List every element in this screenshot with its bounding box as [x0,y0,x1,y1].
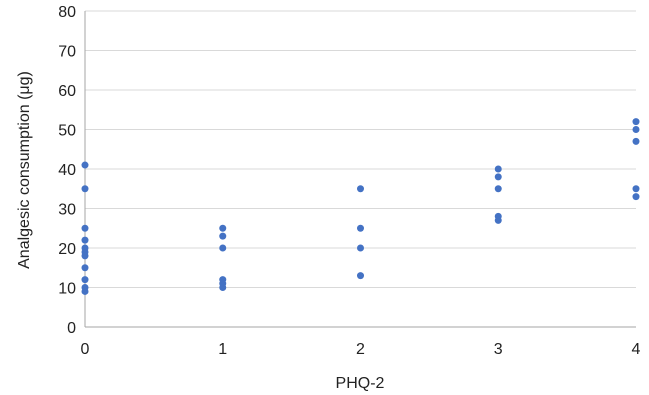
y-axis-title: Analgesic consumption (μg) [16,71,33,269]
data-point [81,185,89,193]
x-tick-label: 2 [356,341,365,358]
data-point [494,173,502,181]
data-point [219,224,227,232]
x-tick-label: 0 [81,341,90,358]
tick-labels: 0 10 20 30 40 50 60 70 80 0 1 2 3 4 [58,4,640,358]
data-point [494,216,502,224]
data-point [81,224,89,232]
data-point [219,232,227,240]
data-point [81,276,89,284]
axes [84,11,636,328]
y-tick-label: 70 [58,44,76,61]
data-point [357,224,364,232]
x-tick-label: 1 [218,341,227,358]
y-tick-label: 20 [58,241,76,258]
x-tick-label: 3 [494,341,503,358]
data-point [81,252,89,260]
gridlines [85,10,636,288]
y-tick-label: 60 [58,83,76,100]
data-point [357,244,364,252]
y-tick-label: 80 [58,4,76,21]
data-point [632,193,640,201]
y-tick-label: 50 [58,123,76,140]
data-point [81,264,89,272]
x-tick-label: 4 [632,341,641,358]
y-tick-label: 0 [67,320,76,337]
data-point [357,185,364,193]
data-point [219,244,227,252]
y-tick-label: 40 [58,162,76,179]
data-point [632,126,640,133]
data-point [81,161,89,169]
data-point [632,137,640,145]
data-point [632,118,640,126]
data-points [81,118,640,295]
y-tick-label: 10 [58,281,76,298]
data-point [81,287,89,295]
data-point [81,236,89,244]
data-point [357,272,364,280]
data-point [494,185,502,193]
x-axis-title: PHQ-2 [336,375,385,392]
y-tick-label: 30 [58,202,76,219]
data-point [494,165,502,173]
data-point [632,185,640,193]
data-point [219,284,227,291]
